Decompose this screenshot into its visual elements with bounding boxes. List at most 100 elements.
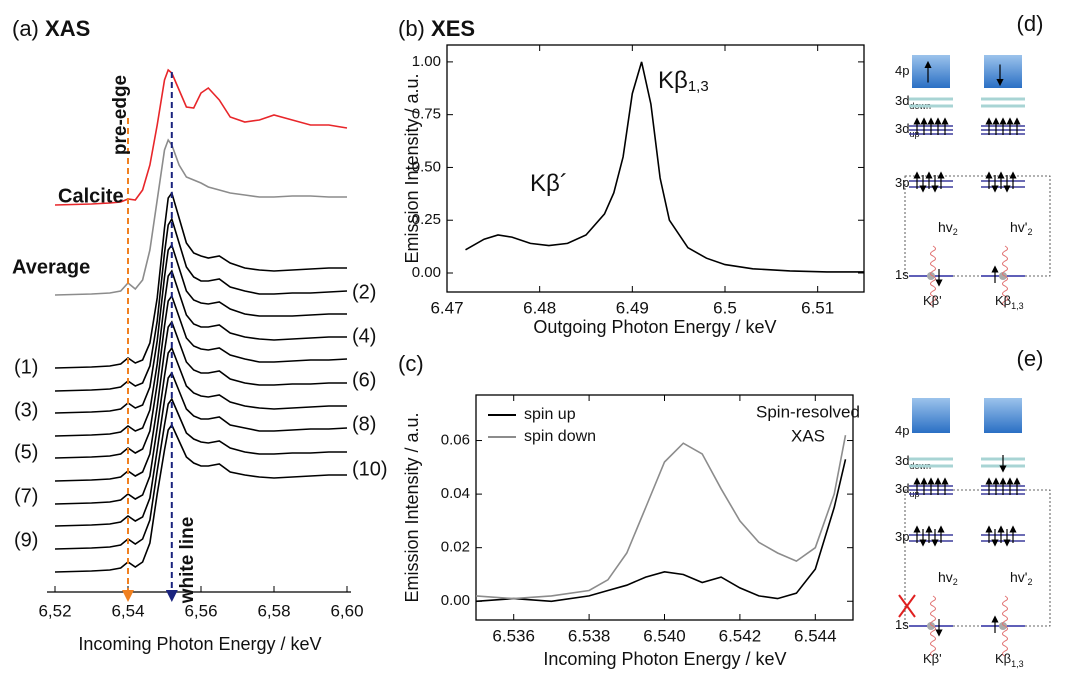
x-tick-label: 6.51 bbox=[801, 298, 834, 317]
level-4p bbox=[984, 55, 1022, 88]
y-axis-label: Emission Intensity / a.u. bbox=[402, 412, 422, 602]
photon-label-sub: 2 bbox=[1027, 227, 1032, 237]
x-tick-label: 6.47 bbox=[430, 298, 463, 317]
marker-label: white line bbox=[177, 517, 198, 605]
level-label-main: 1s bbox=[895, 267, 909, 282]
x-axis-label: Incoming Photon Energy / keV bbox=[78, 634, 321, 654]
y-tick-label: 0.75 bbox=[412, 106, 441, 123]
panel-name: XAS bbox=[45, 16, 90, 41]
panel-title: (b) XES bbox=[398, 16, 475, 41]
transition-label-sub: 1,3 bbox=[1011, 301, 1024, 311]
plot-frame bbox=[446, 44, 865, 293]
transition-label-main: Kβ bbox=[995, 651, 1011, 666]
series-line bbox=[54, 371, 348, 527]
series-line bbox=[54, 138, 347, 296]
annotation: XAS bbox=[791, 426, 825, 445]
series-line bbox=[54, 423, 347, 573]
level-4p bbox=[912, 55, 950, 88]
level-label-main: 3d bbox=[895, 93, 909, 108]
transition-path bbox=[904, 489, 1051, 627]
series-label: (9) bbox=[14, 529, 38, 551]
peak-label: Kβ´ bbox=[530, 170, 568, 197]
panel-label: (a) bbox=[12, 16, 39, 41]
core-hole bbox=[927, 272, 935, 280]
core-hole bbox=[999, 272, 1007, 280]
x-tick-label: 6.540 bbox=[643, 626, 686, 645]
level-label-main: 3p bbox=[895, 175, 909, 190]
photon-label: hv'2 bbox=[1010, 219, 1032, 238]
diagram-label: (d) bbox=[1017, 11, 1044, 36]
photon-label-sub: 2 bbox=[953, 577, 958, 587]
x-tick-label: 6,60 bbox=[330, 601, 363, 620]
level-label: 3ddown bbox=[895, 453, 931, 471]
level-label: 3p bbox=[895, 529, 909, 544]
level-label-main: 3d bbox=[895, 453, 909, 468]
series-line bbox=[54, 294, 348, 459]
level-label: 1s bbox=[895, 267, 909, 282]
series-label: (3) bbox=[14, 399, 38, 421]
transition-label-main: Kβ' bbox=[923, 651, 942, 666]
photon-label-sub: 2 bbox=[1027, 577, 1032, 587]
core-hole bbox=[927, 622, 935, 630]
x-tick-label: 6,56 bbox=[184, 601, 217, 620]
panel-label: (c) bbox=[398, 351, 424, 376]
x-tick-label: 6,58 bbox=[257, 601, 290, 620]
level-label-main: 1s bbox=[895, 617, 909, 632]
transition-label: Kβ1,3 bbox=[995, 651, 1024, 669]
peak-label-sub: 1,3 bbox=[688, 78, 709, 95]
level-4p bbox=[984, 398, 1022, 433]
level-label: 3p bbox=[895, 175, 909, 190]
x-tick-label: 6.544 bbox=[794, 626, 837, 645]
series-label: (7) bbox=[14, 485, 38, 507]
series-line bbox=[465, 61, 864, 273]
y-tick-label: 0.02 bbox=[441, 539, 470, 556]
transition-label: Kβ' bbox=[923, 651, 942, 666]
diagram-label: (e) bbox=[1017, 346, 1044, 371]
photon-label-main: hv bbox=[938, 569, 953, 585]
y-tick-label: 0.04 bbox=[441, 485, 470, 502]
y-axis-label: Emission Intensity / a.u. bbox=[402, 73, 422, 263]
photon-label-main: hv' bbox=[1010, 569, 1027, 585]
panel-title: (a) XAS bbox=[12, 16, 90, 41]
level-label-main: 3d bbox=[895, 481, 909, 496]
y-tick-label: 0.06 bbox=[441, 432, 470, 449]
series-label: Average bbox=[12, 256, 90, 278]
level-label: 1s bbox=[895, 617, 909, 632]
series-label: (4) bbox=[352, 325, 376, 347]
series-line bbox=[54, 346, 347, 505]
series-label: (10) bbox=[352, 458, 388, 480]
annotation: Spin-resolved bbox=[756, 402, 860, 421]
photon-wave bbox=[930, 245, 936, 307]
panel-title: (c) bbox=[398, 351, 424, 376]
x-tick-label: 6.5 bbox=[713, 298, 737, 317]
transition-label-main: Kβ bbox=[995, 293, 1011, 308]
y-tick-label: 0.25 bbox=[412, 211, 441, 228]
series-label: (5) bbox=[14, 441, 38, 463]
series-line bbox=[54, 269, 347, 437]
y-tick-label: 0.00 bbox=[441, 592, 470, 609]
panel-name: XES bbox=[431, 16, 475, 41]
x-tick-label: 6.538 bbox=[568, 626, 611, 645]
series-line bbox=[54, 191, 347, 369]
x-tick-label: 6.536 bbox=[492, 626, 535, 645]
level-label: 4p bbox=[895, 423, 909, 438]
legend-label: spin up bbox=[524, 406, 576, 423]
transition-label-sub: 1,3 bbox=[1011, 659, 1024, 669]
level-label: 4p bbox=[895, 63, 909, 78]
photon-wave bbox=[1002, 595, 1008, 657]
panel-label: (b) bbox=[398, 16, 425, 41]
series-line bbox=[54, 320, 347, 482]
series-line bbox=[475, 435, 847, 600]
x-tick-label: 6,52 bbox=[38, 601, 71, 620]
level-label: 3ddown bbox=[895, 93, 931, 111]
series-label: Calcite bbox=[58, 185, 124, 207]
photon-label: hv'2 bbox=[1010, 569, 1032, 588]
photon-wave bbox=[1002, 245, 1008, 307]
y-tick-label: 1.00 bbox=[412, 53, 441, 70]
transition-label-main: Kβ' bbox=[923, 293, 942, 308]
x-tick-label: 6.542 bbox=[719, 626, 762, 645]
photon-label: hv2 bbox=[938, 569, 958, 588]
y-tick-label: 0.00 bbox=[412, 264, 441, 281]
